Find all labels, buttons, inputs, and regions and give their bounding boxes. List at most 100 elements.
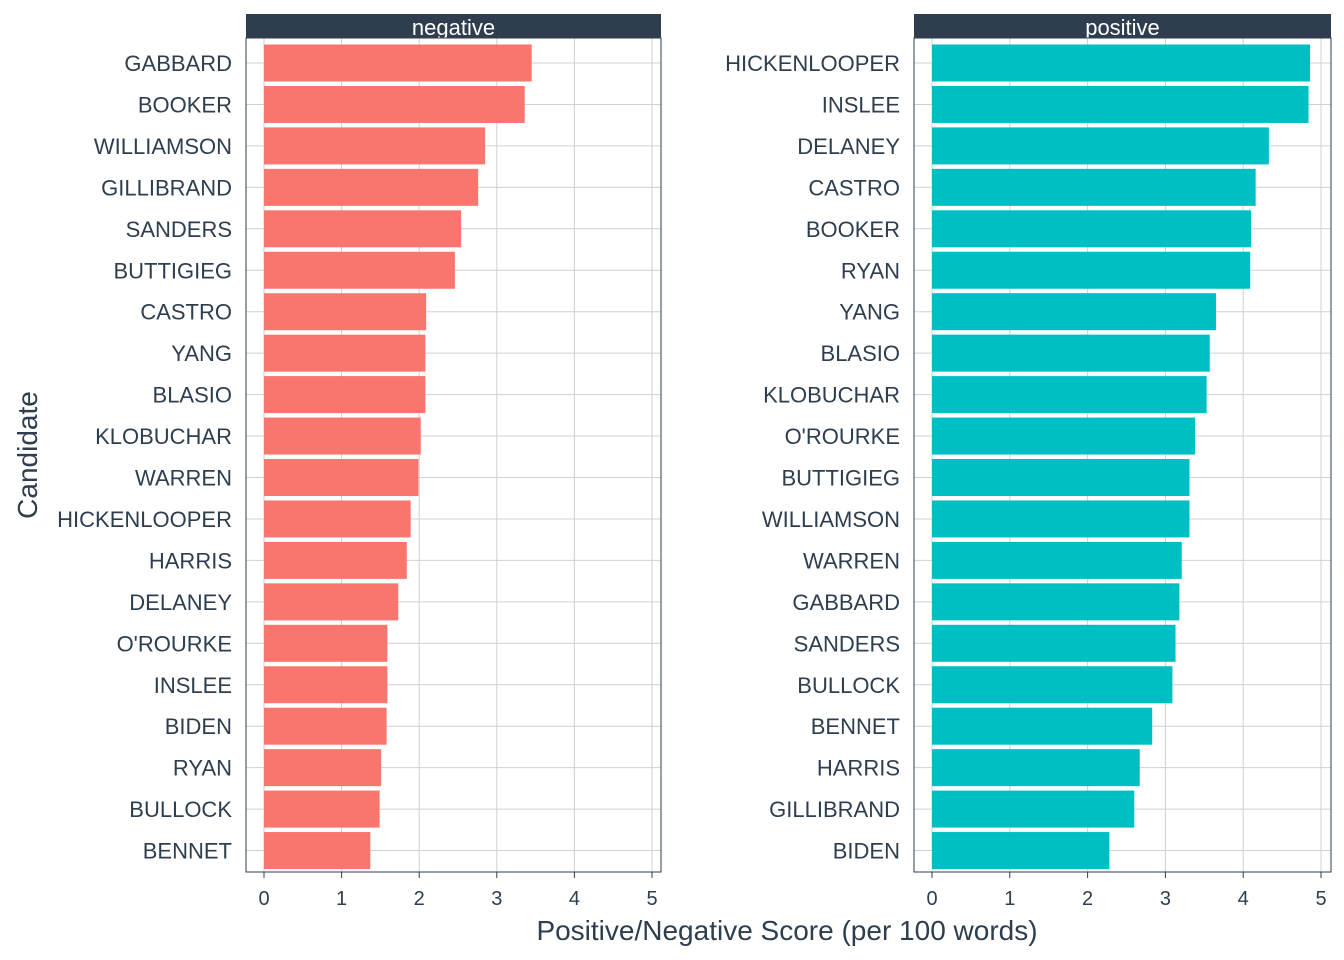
category-label: DELANEY xyxy=(797,134,900,159)
bar-negative-1 xyxy=(264,85,525,123)
category-label: GABBARD xyxy=(792,590,900,615)
category-label: INSLEE xyxy=(154,673,232,698)
bar-positive-19 xyxy=(932,832,1110,870)
bar-positive-3 xyxy=(932,168,1256,206)
category-label: O'ROURKE xyxy=(117,631,232,656)
facet-strip xyxy=(246,14,661,38)
category-label: DELANEY xyxy=(129,590,232,615)
category-label: BULLOCK xyxy=(797,673,900,698)
panel-border xyxy=(245,37,662,873)
x-tick-label: 2 xyxy=(1082,888,1093,910)
bar-positive-10 xyxy=(932,459,1190,496)
bar-negative-12 xyxy=(264,541,407,579)
category-label: BIDEN xyxy=(165,714,232,739)
panel-border xyxy=(913,37,1332,873)
category-label: HARRIS xyxy=(817,756,900,781)
bar-negative-8 xyxy=(264,376,426,414)
x-tick-label: 0 xyxy=(258,888,269,910)
x-tick-label: 4 xyxy=(569,888,580,910)
x-tick-label: 5 xyxy=(646,888,657,910)
bar-positive-0 xyxy=(932,44,1311,82)
category-label: SANDERS xyxy=(794,631,900,656)
x-tick-label: 1 xyxy=(1004,888,1015,910)
category-label: INSLEE xyxy=(822,92,900,117)
category-label: WARREN xyxy=(803,548,900,573)
bar-negative-6 xyxy=(264,293,427,331)
category-label: GILLIBRAND xyxy=(769,797,900,822)
category-label: CASTRO xyxy=(808,175,900,200)
category-label: BUTTIGIEG xyxy=(113,258,232,283)
category-label: HICKENLOOPER xyxy=(57,507,232,532)
bar-positive-11 xyxy=(932,500,1190,538)
category-label: GILLIBRAND xyxy=(101,175,232,200)
category-label: BLASIO xyxy=(821,341,900,366)
bar-positive-9 xyxy=(932,417,1195,455)
bar-positive-12 xyxy=(932,541,1182,579)
category-label: BENNET xyxy=(811,714,900,739)
y-axis-title: Candidate xyxy=(12,391,43,519)
category-label: YANG xyxy=(839,300,900,325)
category-label: GABBARD xyxy=(124,51,232,76)
x-axis-title: Positive/Negative Score (per 100 words) xyxy=(536,915,1037,946)
bar-positive-8 xyxy=(932,376,1207,414)
bar-positive-1 xyxy=(932,85,1309,123)
facet-strip-label: negative xyxy=(412,15,495,40)
bar-positive-2 xyxy=(932,127,1269,165)
bar-negative-14 xyxy=(264,624,388,662)
x-tick-label: 2 xyxy=(414,888,425,910)
bar-negative-3 xyxy=(264,168,479,206)
category-label: BUTTIGIEG xyxy=(781,466,900,491)
x-tick-label: 0 xyxy=(926,888,937,910)
category-label: RYAN xyxy=(173,756,232,781)
category-label: WILLIAMSON xyxy=(94,134,232,159)
bar-negative-11 xyxy=(264,500,411,538)
category-label: BOOKER xyxy=(138,92,232,117)
bar-positive-7 xyxy=(932,334,1210,372)
bar-positive-4 xyxy=(932,210,1251,248)
category-label: WARREN xyxy=(135,466,232,491)
category-label: KLOBUCHAR xyxy=(763,383,900,408)
bar-positive-15 xyxy=(932,666,1173,704)
bar-negative-15 xyxy=(264,666,388,704)
category-label: SANDERS xyxy=(126,217,232,242)
bar-positive-18 xyxy=(932,790,1135,828)
category-label: BLASIO xyxy=(153,383,232,408)
category-label: CASTRO xyxy=(140,300,232,325)
bar-negative-17 xyxy=(264,749,382,787)
category-label: BULLOCK xyxy=(129,797,232,822)
bar-positive-13 xyxy=(932,583,1180,621)
x-tick-label: 5 xyxy=(1315,888,1326,910)
bar-negative-4 xyxy=(264,210,462,248)
bar-negative-7 xyxy=(264,334,426,372)
bar-positive-17 xyxy=(932,749,1140,787)
bar-negative-19 xyxy=(264,832,371,870)
bar-negative-5 xyxy=(264,251,455,289)
category-label: BOOKER xyxy=(806,217,900,242)
panels: negative GABBARD BOOKER WILLIAMSON GILLIBRAN… xyxy=(57,14,1332,910)
bar-negative-10 xyxy=(264,459,419,496)
category-label: HARRIS xyxy=(149,548,232,573)
bar-negative-9 xyxy=(264,417,421,455)
facet-strip-label: positive xyxy=(1085,15,1160,40)
category-label: HICKENLOOPER xyxy=(725,51,900,76)
facet-strip xyxy=(914,14,1331,38)
panel-positive: positive HICKENLOOPER INSLEE DELANEY CASTRO B… xyxy=(725,14,1332,910)
category-label: O'ROURKE xyxy=(785,424,900,449)
category-label: RYAN xyxy=(841,258,900,283)
category-label: WILLIAMSON xyxy=(762,507,900,532)
bar-negative-16 xyxy=(264,707,387,745)
bar-negative-0 xyxy=(264,44,532,82)
x-tick-label: 3 xyxy=(1160,888,1171,910)
category-label: BENNET xyxy=(143,839,232,864)
x-tick-label: 1 xyxy=(336,888,347,910)
category-label: BIDEN xyxy=(833,839,900,864)
panel-negative: negative GABBARD BOOKER WILLIAMSON GILLIBRAN… xyxy=(57,14,662,910)
bar-positive-14 xyxy=(932,624,1176,662)
category-label: YANG xyxy=(171,341,232,366)
category-label: KLOBUCHAR xyxy=(95,424,232,449)
bar-positive-5 xyxy=(932,251,1251,289)
bar-negative-2 xyxy=(264,127,486,165)
x-tick-label: 4 xyxy=(1238,888,1249,910)
bar-negative-13 xyxy=(264,583,399,621)
